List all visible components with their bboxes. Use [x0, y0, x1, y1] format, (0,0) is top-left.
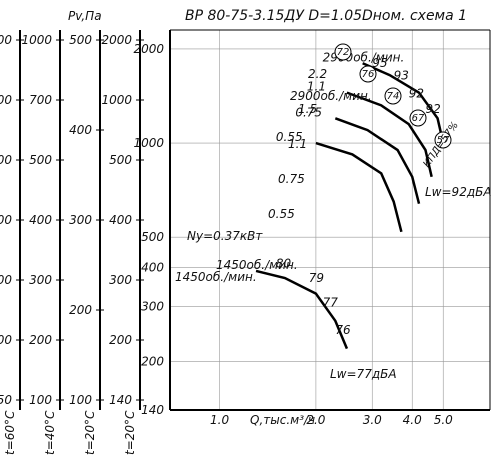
- y-tick-label: 2000: [133, 42, 164, 56]
- chart-curves: [255, 62, 445, 350]
- noise-high-label: Lw=92дБА: [425, 185, 492, 199]
- x-axis-label: Q,тыс.м³/ч: [250, 413, 315, 427]
- power-marker-label: 1.5: [298, 102, 317, 116]
- temperature-scale-tick-label: 200: [69, 303, 92, 317]
- efficiency-circle-label: 74: [387, 91, 400, 102]
- power-marker-label: 2.2: [308, 67, 327, 81]
- temperature-scale-tick-label: 200: [109, 333, 132, 347]
- efficiency-circle: [359, 65, 377, 83]
- temperature-scale-tick-label: 400: [29, 213, 52, 227]
- series-curve: [346, 91, 433, 178]
- efficiency-circle-label: 76: [362, 69, 375, 80]
- efficiency-point-label: 92: [409, 86, 424, 100]
- temperature-scale-tick-label: 500: [69, 33, 92, 47]
- temperature-scale-tick-label: 50: [0, 393, 12, 407]
- series-curve: [362, 62, 445, 144]
- efficiency-point-label: 93: [394, 68, 409, 82]
- temperature-scale-tick-label: 400: [0, 153, 12, 167]
- y-tick-label: 1000: [133, 136, 164, 150]
- chart-title: ВР 80-75-3.15ДУ D=1.05Dном. схема 1: [185, 8, 467, 24]
- temperature-scale-tick-label: 300: [0, 213, 12, 227]
- temperature-scale-tick-label: 140: [109, 393, 132, 407]
- efficiency-circle-label: 72: [337, 47, 350, 58]
- series-name-label: 0.55: [276, 130, 303, 144]
- temperature-scale-tick-label: 400: [109, 213, 132, 227]
- noise-low-label: Lw=77дБА: [330, 367, 397, 381]
- efficiency-point-label: 80: [276, 256, 292, 270]
- chart-axes: [16, 29, 491, 411]
- y-tick-label: 400: [141, 260, 164, 274]
- x-tick-label: 2.0: [306, 413, 325, 427]
- efficiency-point-label: 92: [425, 102, 440, 116]
- speed-low-label: 1450об./мин.: [175, 270, 257, 284]
- temperature-scale-tick-label: 100: [0, 333, 12, 347]
- pressure-unit-label: Pv,Па: [68, 9, 102, 23]
- series-name-label: 1450об./мин.: [216, 258, 298, 272]
- efficiency-label: КПД=57%: [421, 120, 460, 170]
- temperature-scale-tick-label: 200: [29, 333, 52, 347]
- temperature-scale-tick-label: 100: [29, 393, 52, 407]
- y-tick-label: 300: [141, 300, 164, 314]
- power-marker-label: 0.55: [268, 207, 295, 221]
- temperature-scale-tick-label: 500: [29, 153, 52, 167]
- temperature-scale-tick-label: 500: [0, 93, 12, 107]
- power-label: Ny=0.37кВт: [187, 229, 263, 243]
- efficiency-circle: [334, 43, 352, 61]
- efficiency-point-label: 95: [372, 56, 387, 70]
- y-tick-label: 200: [141, 355, 164, 369]
- temperature-scale-tick-label: 1000: [101, 93, 132, 107]
- speed-high-label: 2900об./мин.: [290, 89, 372, 103]
- power-marker-label: 0.75: [278, 172, 305, 186]
- efficiency-point-label: 79: [309, 271, 324, 285]
- series-name-label: 0.75: [295, 105, 322, 119]
- temperature-scale-tick-label: 1000: [21, 33, 52, 47]
- efficiency-circle: [384, 87, 402, 105]
- temperature-scale-tick-label: 500: [109, 153, 132, 167]
- efficiency-circle: [409, 109, 427, 127]
- efficiency-circle: [434, 131, 452, 149]
- y-tick-label: 500: [141, 230, 164, 244]
- temperature-scale-label: t=20°C: [83, 410, 97, 455]
- temperature-scale-tick-label: 700: [0, 33, 12, 47]
- temperature-scale-tick-label: 300: [109, 273, 132, 287]
- efficiency-circle-label: 67: [412, 113, 425, 124]
- power-marker-label: 1.1: [288, 137, 307, 151]
- efficiency-point-label: 77: [323, 296, 339, 310]
- temperature-scale-tick-label: 100: [69, 393, 92, 407]
- series-name-label: 1.1: [307, 80, 326, 94]
- x-tick-label: 1.0: [210, 413, 229, 427]
- series-curve: [315, 141, 403, 233]
- x-tick-label: 3.0: [363, 413, 382, 427]
- temperature-scale-label: t=60°C: [3, 410, 17, 455]
- temperature-scale-tick-label: 300: [69, 213, 92, 227]
- temperature-scale-tick-label: 200: [0, 273, 12, 287]
- temperature-scale-tick-label: 700: [29, 93, 52, 107]
- efficiency-point-label: 76: [335, 323, 351, 337]
- temperature-scale-tick-label: 2000: [101, 33, 132, 47]
- chart-grid: [170, 30, 490, 411]
- temperature-scale-label: t=20°C: [123, 410, 137, 455]
- x-tick-label: 4.0: [403, 413, 422, 427]
- series-curve: [334, 117, 421, 204]
- temperature-scale-tick-label: 400: [69, 123, 92, 137]
- efficiency-circle-label: 57: [437, 135, 450, 146]
- temperature-scale-tick-label: 300: [29, 273, 52, 287]
- x-tick-label: 5.0: [434, 413, 453, 427]
- series-curve: [255, 269, 349, 350]
- y-tick-label: 140: [141, 403, 164, 417]
- temperature-scale-label: t=40°C: [43, 410, 57, 455]
